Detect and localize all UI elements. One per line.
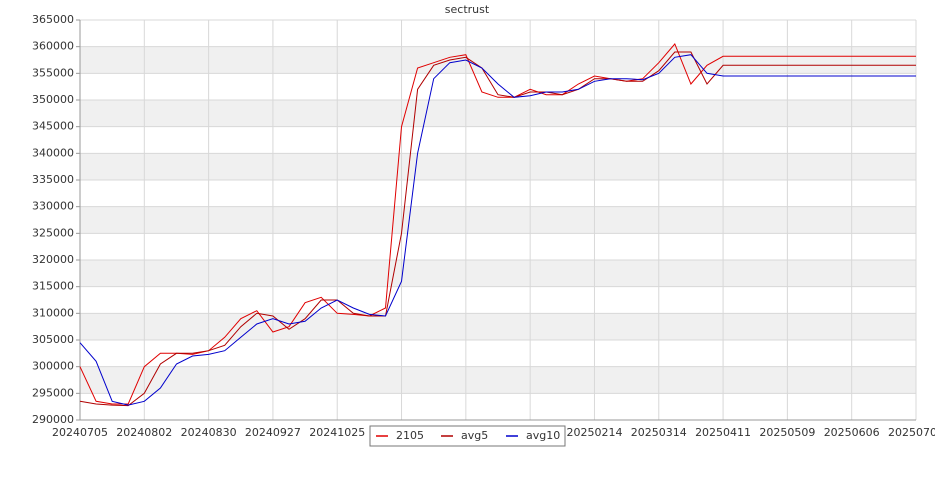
- series-line: [79, 54, 916, 406]
- x-tick-label: 20250704: [888, 426, 935, 439]
- grid-band: [80, 206, 916, 234]
- x-tick-label: 20250411: [695, 426, 751, 439]
- series-line: [79, 51, 916, 407]
- grid-band: [80, 366, 916, 394]
- grid-band: [80, 46, 916, 74]
- x-tick-label: 20241025: [309, 426, 365, 439]
- y-tick-label: 295000: [32, 386, 74, 399]
- legend: 2105 avg5 avg10: [369, 425, 566, 447]
- y-tick-label: 325000: [32, 226, 74, 239]
- x-tick-label: 20240830: [181, 426, 237, 439]
- x-tick-label: 20250214: [566, 426, 622, 439]
- y-tick-label: 345000: [32, 120, 74, 133]
- grid-band: [80, 100, 916, 127]
- y-tick-label: 340000: [32, 146, 74, 159]
- y-tick-label: 320000: [32, 253, 74, 266]
- grid-band: [80, 313, 916, 340]
- y-tick-label: 330000: [32, 200, 74, 213]
- grid-band: [80, 260, 916, 287]
- x-tick-label: 20240705: [52, 426, 108, 439]
- legend-box: [369, 425, 566, 447]
- y-tick-label: 355000: [32, 66, 74, 79]
- y-tick-label: 300000: [32, 360, 74, 373]
- y-tick-label: 315000: [32, 280, 74, 293]
- y-tick-label: 360000: [32, 40, 74, 53]
- grid-band: [80, 153, 916, 180]
- x-tick-label: 20240802: [116, 426, 172, 439]
- y-tick-label: 310000: [32, 306, 74, 319]
- chart-title: sectrust: [445, 3, 490, 16]
- y-tick-label: 365000: [32, 13, 74, 26]
- x-tick-label: 20250509: [759, 426, 815, 439]
- y-tick-label: 350000: [32, 93, 74, 106]
- y-tick-label: 335000: [32, 173, 74, 186]
- x-tick-label: 20240927: [245, 426, 301, 439]
- y-tick-label: 305000: [32, 333, 74, 346]
- legend-label: avg5: [461, 429, 488, 442]
- series-line: [79, 43, 916, 405]
- x-tick-label: 20250314: [631, 426, 687, 439]
- legend-label: 2105: [396, 429, 424, 442]
- x-tick-label: 20250606: [824, 426, 880, 439]
- legend-label: avg10: [526, 429, 560, 442]
- y-tick-label: 290000: [32, 413, 74, 426]
